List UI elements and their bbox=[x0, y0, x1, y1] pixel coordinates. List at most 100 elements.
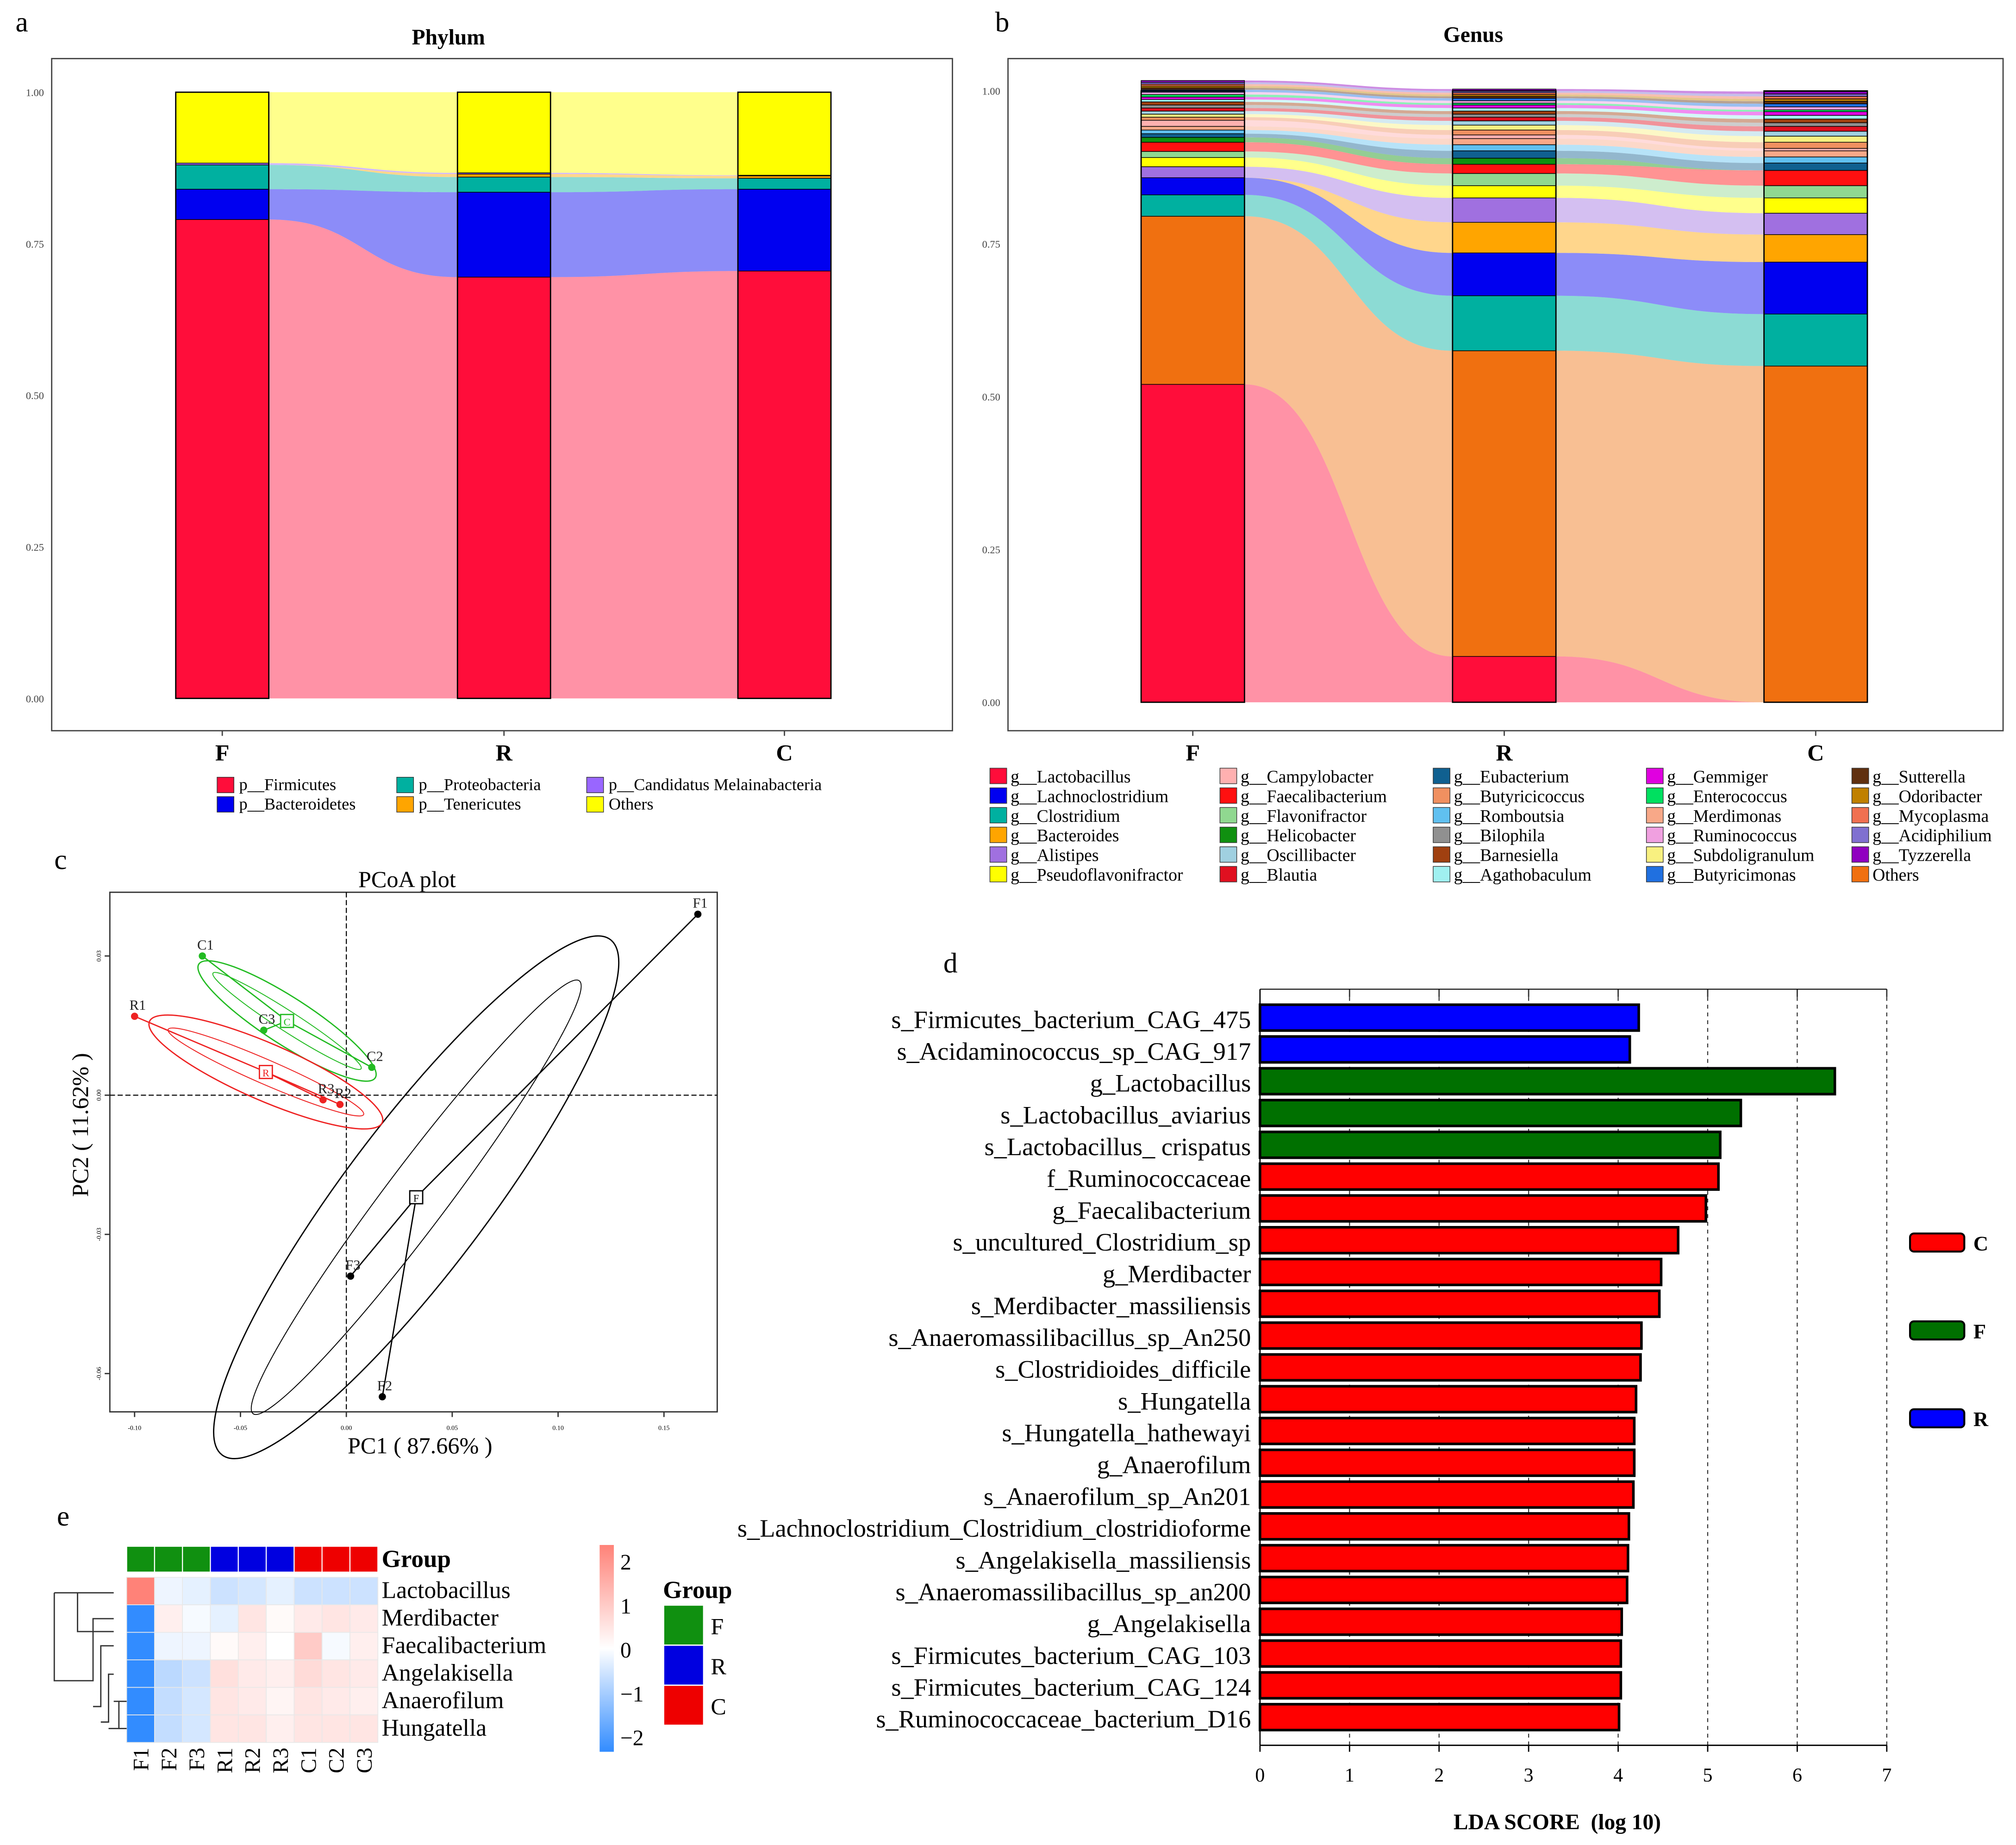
heatmap-cell-anaerofilum-F2 bbox=[154, 1687, 183, 1715]
legend-swatch-g-merdimonas bbox=[1646, 807, 1664, 824]
pcoa-axes: -0.10 -0.05 0.00 0.05 0.10 0.15 0.03 0.00 -0.03 -… bbox=[96, 892, 718, 1432]
heatmap-group-cell-C2 bbox=[321, 1545, 351, 1573]
heatmap-cell-lactobacillus-F2 bbox=[154, 1576, 183, 1606]
bar-C-g-bilophila bbox=[1763, 122, 1868, 127]
lda-bar-s-lactobacillus-crispatus bbox=[1259, 1130, 1722, 1159]
lda-legend-label-R: R bbox=[1973, 1407, 1989, 1431]
heatmap-col-label-F2: F2 bbox=[157, 1748, 181, 1771]
heatmap-cell-lactobacillus-C3 bbox=[350, 1576, 379, 1606]
lda-x-tick-3: 3 bbox=[1524, 1765, 1534, 1786]
legend-swatch-g-acidiphilium bbox=[1851, 826, 1869, 843]
flow-g-sutterella-0 bbox=[1244, 88, 1453, 99]
flow-g-merdimonas-0 bbox=[1244, 126, 1453, 145]
flow-g-lachnoclostridium-1 bbox=[1556, 253, 1764, 314]
lda-label-g-faecalibacterium: g_Faecalibacterium bbox=[1052, 1196, 1251, 1224]
legend-label-g-enterococcus: g__Enterococcus bbox=[1667, 787, 1787, 806]
heatmap-row-label-merdibacter: Merdibacter bbox=[382, 1605, 499, 1631]
legend-label-g-merdimonas: g__Merdimonas bbox=[1667, 807, 1781, 826]
bar-F-g-blautia bbox=[1141, 107, 1245, 112]
lda-bars: s_Firmicutes_bacterium_CAG_475 s_Acidamin… bbox=[737, 1003, 1836, 1733]
y-tick-0-25: 0.25 bbox=[982, 544, 1000, 556]
pcoa-x-tick-2: 0.00 bbox=[341, 1425, 352, 1432]
heatmap-cell-angelakisella-R1 bbox=[210, 1659, 239, 1688]
flow-g-pseudoflavonifractor-0 bbox=[1244, 157, 1453, 198]
lda-bar-s-anaeromassilibacillus-sp-an200 bbox=[1259, 1576, 1629, 1604]
flow-others-1 bbox=[1556, 350, 1764, 702]
pcoa-x-tick-1: -0.05 bbox=[234, 1425, 247, 1432]
legend-swatch-p-candidatus-melainabacteria bbox=[586, 777, 604, 793]
flow-g-barnesiella-0 bbox=[1244, 102, 1453, 114]
legend-label-others: Others bbox=[609, 795, 654, 813]
legend-label-g-agathobaculum: g__Agathobaculum bbox=[1454, 865, 1592, 885]
bar-C-g-lachnoclostridium bbox=[1763, 262, 1868, 315]
bar-R-p-bacteroidetes bbox=[457, 192, 551, 278]
lda-x-tick-2: 2 bbox=[1434, 1765, 1444, 1786]
heatmap-col-label-R3: R3 bbox=[269, 1748, 293, 1773]
bar-F-g-gemmiger bbox=[1141, 96, 1245, 100]
bar-R-g-pseudoflavonifractor bbox=[1452, 185, 1556, 199]
heatmap-cell-faecalibacterium-F2 bbox=[154, 1632, 183, 1660]
legend-swatch-g-lachnoclostridium bbox=[989, 787, 1007, 804]
lda-label-s-firmicutes-bacterium-cag-475: s_Firmicutes_bacterium_CAG_475 bbox=[891, 1005, 1251, 1033]
heatmap-colorbar-tick-2: 0 bbox=[620, 1639, 631, 1663]
bar-F-g-flavonifractor bbox=[1141, 151, 1245, 158]
pcoa-centroid-label-F: F bbox=[413, 1193, 419, 1204]
lda-label-g-anaerofilum: g_Anaerofilum bbox=[1097, 1451, 1251, 1479]
lda-legend-swatch-R bbox=[1909, 1408, 1966, 1429]
heatmap-cell-lactobacillus-C1 bbox=[293, 1576, 323, 1606]
lda-label-s-anaeromassilibacillus-sp-an250: s_Anaeromassilibacillus_sp_An250 bbox=[888, 1323, 1251, 1351]
legend-label-g-butyricimonas: g__Butyricimonas bbox=[1667, 865, 1796, 885]
heatmap-cell-lactobacillus-R1 bbox=[210, 1576, 239, 1606]
pcoa-inner-ellipse-C bbox=[212, 972, 362, 1070]
legend-swatch-g-faecalibacterium bbox=[1219, 787, 1237, 804]
legend-label-p-bacteroidetes: p__Bacteroidetes bbox=[239, 795, 356, 813]
lda-bar-s-hungatella bbox=[1259, 1385, 1638, 1413]
legend-swatch-g-alistipes bbox=[989, 846, 1007, 863]
pcoa-point-R2 bbox=[336, 1101, 344, 1108]
lda-legend-label-F: F bbox=[1973, 1320, 1986, 1343]
lda-label-s-merdibacter-massiliensis: s_Merdibacter_massiliensis bbox=[971, 1291, 1251, 1320]
heatmap-cell-merdibacter-R3 bbox=[266, 1604, 295, 1633]
phylum-title: Phylum bbox=[412, 25, 485, 50]
pcoa-x-tick-4: 0.10 bbox=[552, 1425, 563, 1432]
lda-bar-s-ruminococcaceae-bacterium-d16 bbox=[1259, 1703, 1621, 1732]
bar-C-g-blautia bbox=[1763, 126, 1868, 132]
lda-bar-s-anaeromassilibacillus-sp-an250 bbox=[1259, 1321, 1643, 1350]
bar-F-g-campylobacter bbox=[1141, 120, 1245, 127]
bar-C-g-tyzzerella bbox=[1763, 91, 1868, 94]
panel-label-c: c bbox=[54, 844, 67, 876]
heatmap-colorbar-tick-0: 2 bbox=[620, 1551, 631, 1575]
lda-bar-s-firmicutes-bacterium-cag-475 bbox=[1259, 1003, 1640, 1032]
legend-swatch-g-barnesiella bbox=[1433, 846, 1450, 863]
flow-p-tenericutes-1 bbox=[550, 174, 738, 179]
heatmap-cell-lactobacillus-R3 bbox=[266, 1576, 295, 1606]
heatmap-cell-faecalibacterium-R2 bbox=[237, 1632, 267, 1660]
pcoa-point-label-F3: F3 bbox=[345, 1257, 360, 1273]
lda-label-g-lactobacillus: g_Lactobacillus bbox=[1090, 1069, 1251, 1097]
lda-bar-s-angelakisella-massiliensis bbox=[1259, 1544, 1629, 1573]
heatmap-legend-swatch-F bbox=[664, 1606, 703, 1645]
y-tick-0-25: 0.25 bbox=[26, 541, 44, 553]
heatmap-cell-faecalibacterium-C1 bbox=[293, 1632, 323, 1660]
genus-alluvial-chart: Genus 0.00 0.25 0.50 0.75 1.00 F R C g__Lactob… bbox=[982, 23, 2004, 885]
lda-bar-s-uncultured-clostridium-sp bbox=[1259, 1226, 1679, 1255]
flow-g-tyzzerella-0 bbox=[1244, 80, 1453, 91]
bar-F-g-merdimonas bbox=[1141, 126, 1245, 131]
legend-label-g-gemmiger: g__Gemmiger bbox=[1667, 767, 1768, 787]
lda-bar-s-lachnoclostridium-clostridium-clostridioforme bbox=[1259, 1512, 1630, 1541]
bar-F-g-ruminococcus bbox=[1141, 92, 1245, 95]
flow-g-odoribacter-1 bbox=[1556, 94, 1764, 101]
lda-label-s-hungatella: s_Hungatella bbox=[1118, 1387, 1251, 1415]
bar-R-g-faecalibacterium bbox=[1452, 164, 1556, 174]
bar-R-g-gemmiger bbox=[1452, 105, 1556, 109]
flow-g-oscillibacter-0 bbox=[1244, 111, 1453, 125]
flow-g-pseudoflavonifractor-1 bbox=[1556, 186, 1764, 213]
bar-F-p-proteobacteria bbox=[175, 164, 269, 190]
flow-p-firmicutes-0 bbox=[268, 219, 458, 699]
legend-label-g-blautia: g__Blautia bbox=[1241, 865, 1317, 885]
pcoa-chart: PCoA plot -0.10 -0.05 0.00 0.05 0.10 0.15 0.03… bbox=[67, 866, 718, 1459]
lda-legend: C F R bbox=[1909, 1232, 1989, 1431]
heatmap-cell-hungatella-F2 bbox=[154, 1714, 183, 1743]
